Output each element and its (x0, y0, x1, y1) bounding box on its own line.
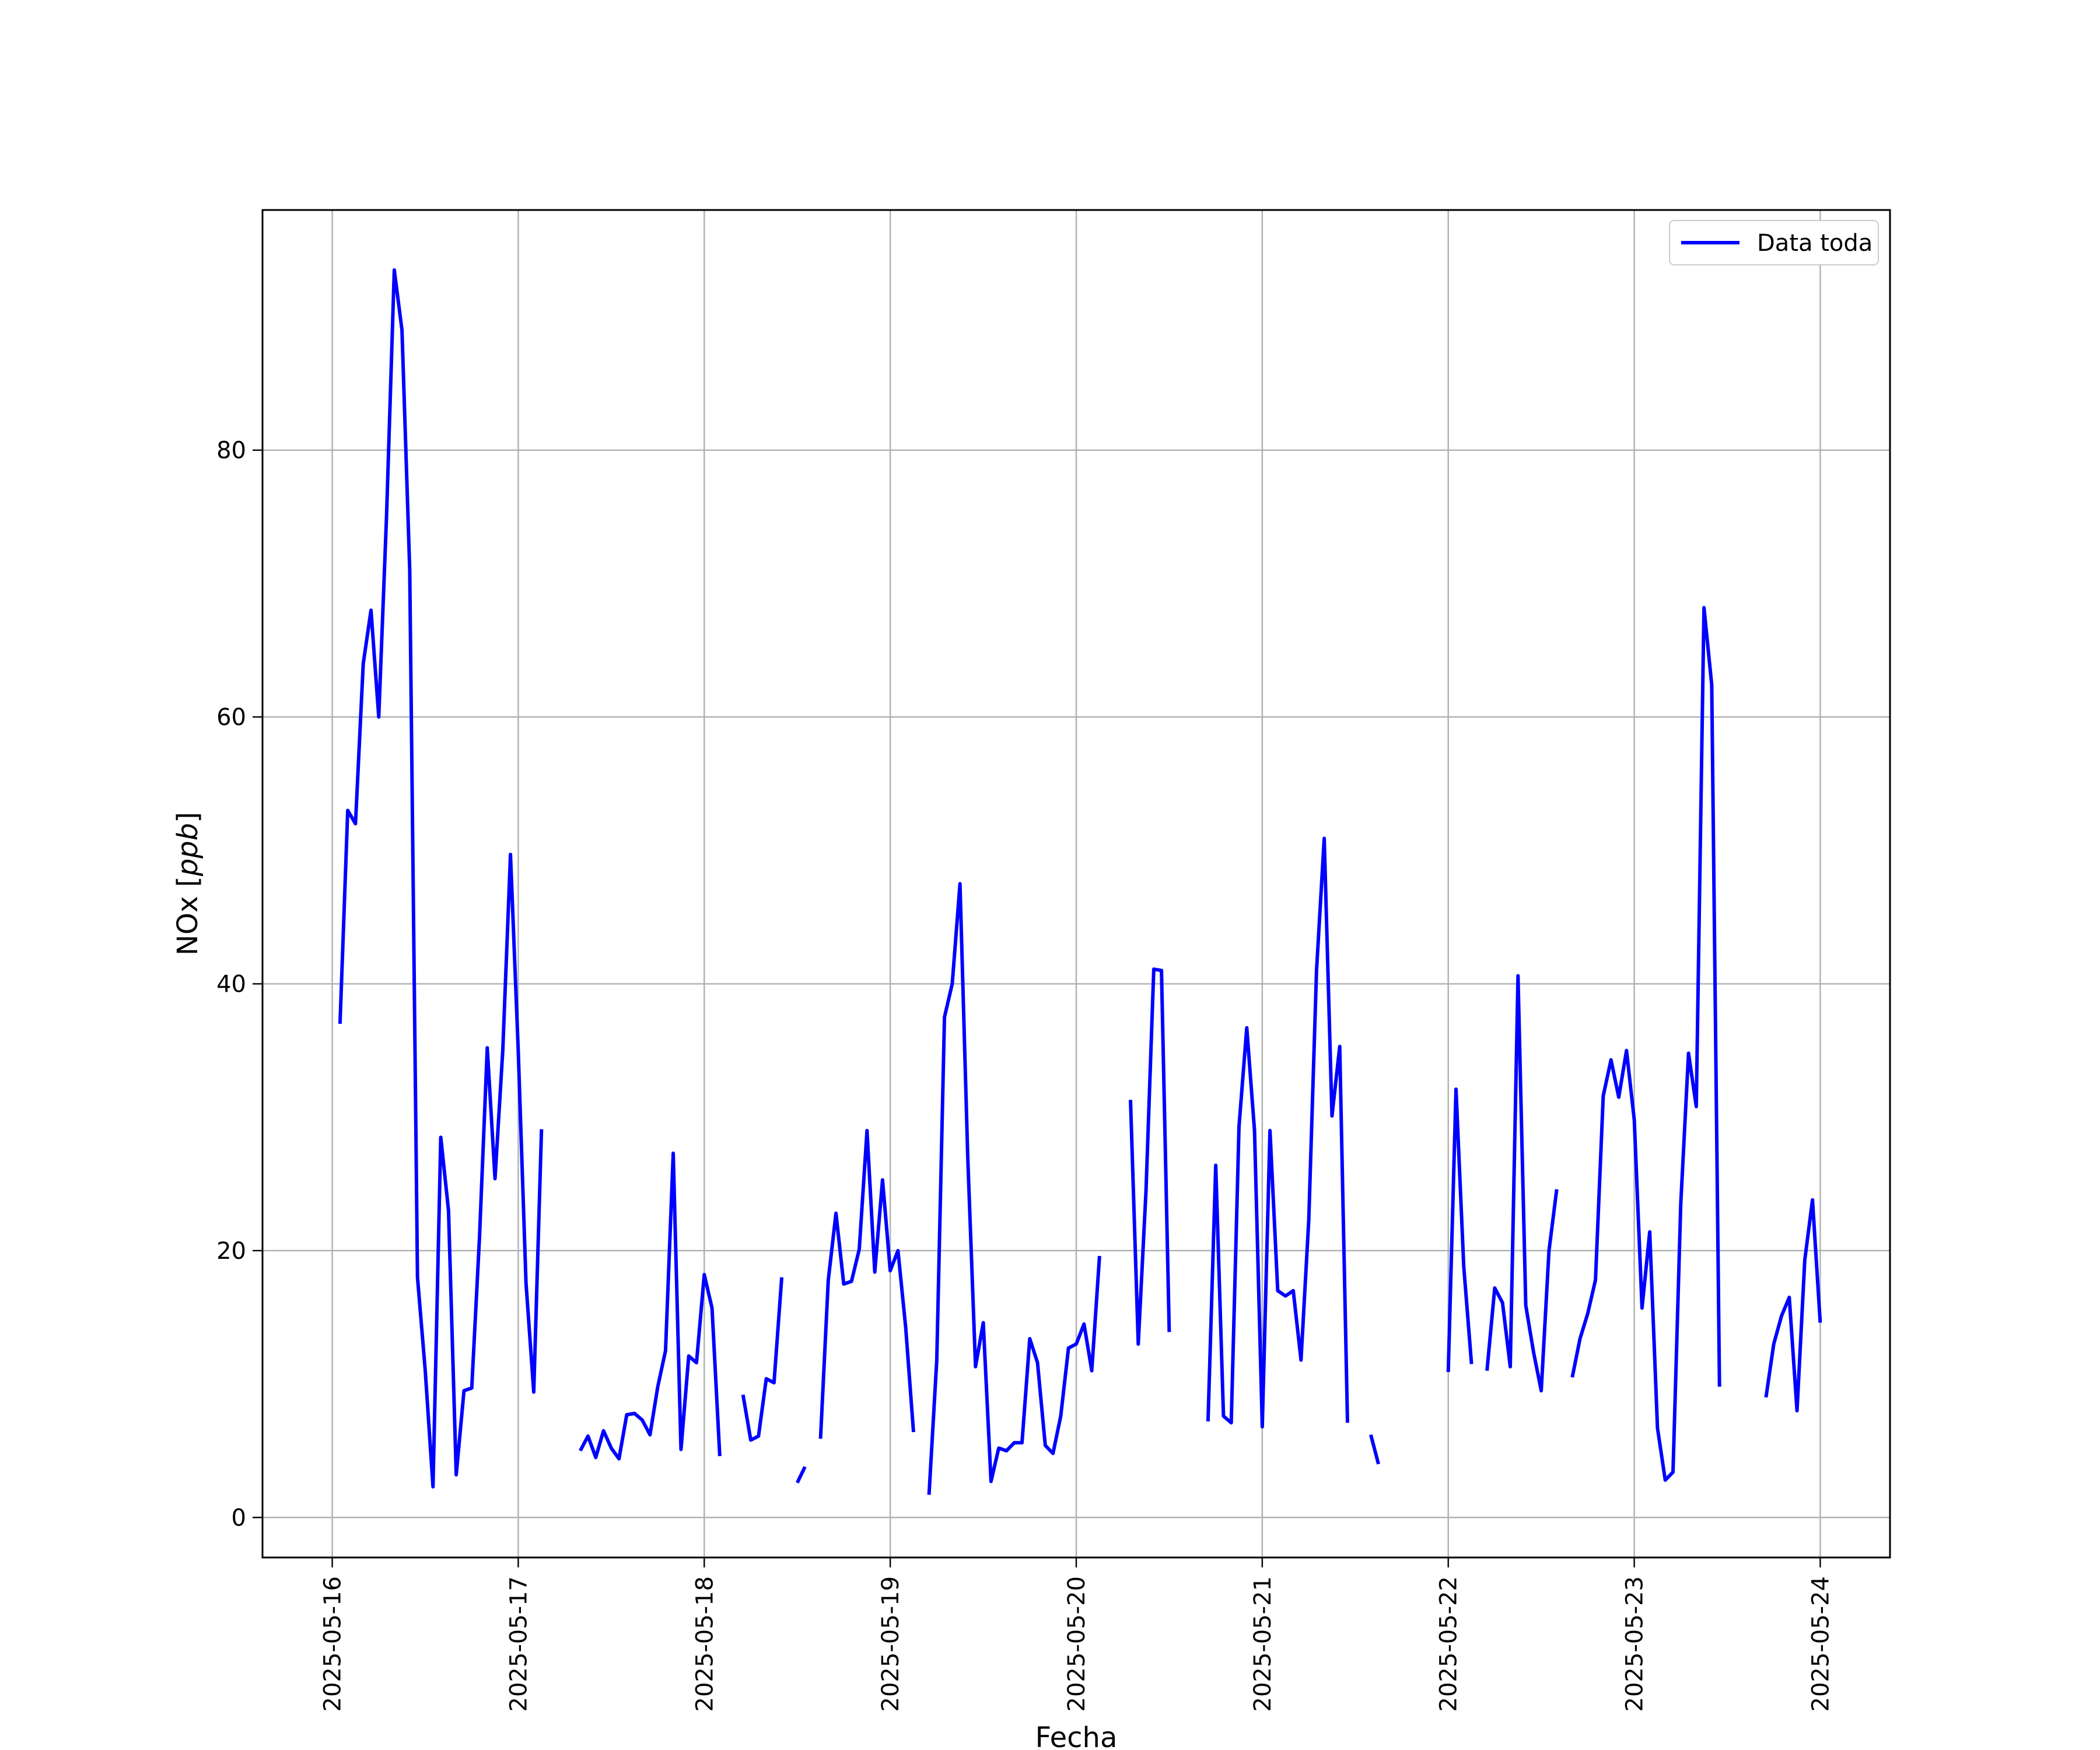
x-tick-label: 2025-05-16 (320, 1576, 346, 1712)
legend-box (1669, 220, 1879, 265)
series-layer (338, 268, 1822, 1495)
series-line-segment (338, 268, 544, 1489)
x-tick-label: 2025-05-18 (691, 1576, 718, 1712)
x-tick-label: 2025-05-17 (505, 1576, 532, 1712)
series-line-segment (927, 882, 1101, 1495)
series-line-segment (579, 1152, 722, 1461)
series-line-segment (1129, 967, 1171, 1346)
x-tick-label: 2025-05-20 (1063, 1576, 1090, 1712)
y-axis-label: NOx [ppb] (172, 812, 204, 956)
x-axis-label: Fecha (1035, 1721, 1118, 1750)
series-line-segment (1764, 1198, 1822, 1413)
y-axis-label-plain: NOx [ (172, 876, 204, 956)
y-gridlines (262, 449, 1890, 1518)
y-ticks: 0 20 40 60 80 (216, 438, 262, 1531)
series-line-segment (1446, 1087, 1474, 1373)
series-line-segment (1368, 1434, 1381, 1465)
series-line-segment (1485, 974, 1559, 1393)
y-axis-label-close: ] (172, 812, 204, 823)
x-tick-label: 2025-05-22 (1436, 1576, 1462, 1712)
x-tick-label: 2025-05-21 (1250, 1576, 1276, 1712)
series-line-segment (1570, 606, 1721, 1482)
y-tick-label: 0 (232, 1504, 246, 1531)
y-tick-label: 60 (216, 704, 246, 731)
y-tick-label: 80 (216, 438, 246, 464)
series-line-segment (741, 1277, 784, 1442)
series-line-segment (1206, 836, 1349, 1429)
x-tick-label: 2025-05-24 (1807, 1576, 1834, 1712)
legend-entry-label: Data toda (1757, 230, 1873, 257)
x-tick-label: 2025-05-23 (1622, 1576, 1648, 1712)
legend: Data toda (1669, 220, 1879, 265)
x-tick-label: 2025-05-19 (877, 1576, 904, 1712)
x-ticks: 2025-05-16 2025-05-17 2025-05-18 2025-05-19… (320, 1558, 1834, 1712)
series-line-segment (818, 1129, 915, 1439)
series-line-segment (796, 1466, 807, 1484)
y-tick-label: 40 (216, 971, 246, 998)
y-tick-label: 20 (216, 1238, 246, 1265)
y-axis-label-unit: ppb (172, 823, 204, 877)
